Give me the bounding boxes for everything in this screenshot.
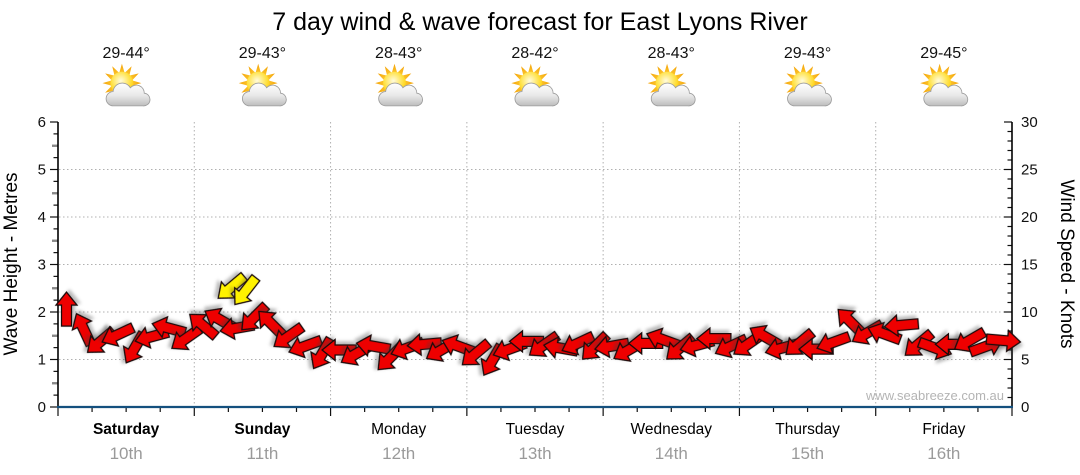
arrow-glyph bbox=[461, 338, 493, 366]
arrow-glyph bbox=[508, 329, 545, 354]
day-date-label: 16th bbox=[927, 444, 960, 463]
watermark: www.seabreeze.com.au bbox=[865, 388, 1004, 403]
temperature-label: 28-43° bbox=[375, 45, 422, 62]
right-tick-label: 30 bbox=[1021, 114, 1038, 131]
temperature-label: 29-44° bbox=[102, 45, 149, 62]
left-tick-label: 3 bbox=[38, 257, 46, 274]
arrow-glyph bbox=[985, 328, 1022, 353]
wind-arrow bbox=[151, 315, 188, 339]
wind-arrow-strong bbox=[233, 273, 261, 306]
wind-arrow bbox=[355, 333, 392, 358]
arrow-glyph bbox=[288, 334, 324, 359]
arrow-glyph bbox=[581, 330, 612, 360]
day-labels: Saturday 10th Sunday 11th Monday 12th Tuesday 1… bbox=[93, 421, 966, 463]
wind-arrow bbox=[816, 331, 852, 355]
arrow-glyph bbox=[883, 313, 920, 338]
arrow-glyph bbox=[241, 301, 271, 331]
wind-arrow bbox=[695, 326, 732, 351]
left-tick-label: 1 bbox=[38, 352, 46, 369]
wind-arrow bbox=[288, 334, 324, 359]
day-date-label: 15th bbox=[791, 444, 824, 463]
temperature-label: 29-43° bbox=[239, 45, 286, 62]
day-name-label: Wednesday bbox=[630, 421, 712, 438]
left-tick-label: 2 bbox=[38, 304, 46, 321]
arrow-glyph bbox=[233, 273, 261, 306]
axis-labels: 0 1 2 3 4 5 6 0 5 10 15 20 25 30 bbox=[38, 114, 1038, 416]
daily-temps-and-icons: 29-44° 29-43° 28-43° 28-42° 28-43° 29-43° 29-4… bbox=[102, 45, 969, 107]
wind-arrow bbox=[321, 338, 357, 362]
wind-arrow bbox=[985, 328, 1022, 353]
wind-arrows bbox=[54, 271, 1022, 377]
sun-cloud-icon bbox=[647, 63, 696, 107]
chart-title: 7 day wind & wave forecast for East Lyon… bbox=[272, 8, 807, 36]
sun-cloud-icon bbox=[919, 63, 969, 107]
left-tick-label: 0 bbox=[38, 399, 46, 416]
arrow-glyph bbox=[151, 315, 188, 339]
arrow-glyph bbox=[593, 335, 631, 359]
left-axis-title: Wave Height - Metres bbox=[1, 172, 22, 355]
right-tick-label: 20 bbox=[1021, 209, 1038, 226]
wind-arrow bbox=[241, 301, 271, 331]
wind-arrow bbox=[561, 330, 596, 356]
day-date-label: 13th bbox=[518, 444, 551, 463]
left-tick-label: 4 bbox=[38, 209, 46, 226]
arrow-glyph bbox=[816, 331, 852, 355]
left-tick-label: 5 bbox=[38, 162, 46, 179]
day-name-label: Friday bbox=[922, 421, 965, 438]
left-tick-label: 6 bbox=[38, 114, 46, 131]
day-name-label: Saturday bbox=[93, 421, 160, 438]
wind-arrow bbox=[883, 313, 920, 338]
arrow-glyph bbox=[273, 321, 306, 349]
wind-arrow bbox=[593, 335, 631, 359]
day-name-label: Sunday bbox=[234, 421, 290, 438]
temperature-label: 28-43° bbox=[648, 45, 695, 62]
day-name-label: Monday bbox=[371, 421, 426, 438]
wind-arrow bbox=[273, 321, 306, 349]
temperature-label: 29-43° bbox=[784, 45, 831, 62]
sun-cloud-icon bbox=[102, 63, 151, 107]
arrow-glyph bbox=[54, 291, 79, 327]
right-tick-label: 25 bbox=[1021, 162, 1038, 179]
right-tick-label: 15 bbox=[1021, 257, 1038, 274]
wind-arrow bbox=[101, 322, 136, 347]
arrow-glyph bbox=[561, 330, 596, 356]
arrow-glyph bbox=[217, 271, 249, 299]
day-date-label: 14th bbox=[655, 444, 688, 463]
sun-cloud-icon bbox=[374, 63, 424, 107]
wind-arrow bbox=[188, 313, 220, 341]
wind-arrow bbox=[406, 332, 443, 357]
day-name-label: Tuesday bbox=[506, 421, 565, 438]
sun-cloud-icon bbox=[510, 63, 560, 107]
arrow-glyph bbox=[101, 322, 136, 347]
wind-arrow bbox=[461, 338, 493, 366]
arrow-glyph bbox=[355, 333, 392, 358]
sun-cloud-icon bbox=[238, 63, 287, 107]
gridlines bbox=[59, 122, 1011, 406]
wind-arrow bbox=[54, 291, 79, 327]
right-tick-label: 10 bbox=[1021, 304, 1038, 321]
wind-arrow bbox=[508, 329, 545, 354]
temperature-label: 28-42° bbox=[511, 45, 558, 62]
right-tick-label: 0 bbox=[1021, 399, 1029, 416]
day-date-label: 10th bbox=[110, 444, 143, 463]
wind-arrow-strong bbox=[217, 271, 249, 299]
arrow-glyph bbox=[321, 338, 357, 362]
sun-cloud-icon bbox=[783, 63, 832, 107]
right-tick-label: 5 bbox=[1021, 352, 1029, 369]
day-date-label: 11th bbox=[247, 444, 279, 463]
arrow-glyph bbox=[695, 326, 732, 351]
temperature-label: 29-45° bbox=[920, 45, 967, 62]
wind-arrow bbox=[581, 330, 612, 360]
day-date-label: 12th bbox=[382, 444, 415, 463]
arrow-glyph bbox=[406, 332, 443, 357]
right-axis-title: Wind Speed - Knots bbox=[1056, 180, 1077, 349]
day-name-label: Thursday bbox=[775, 421, 840, 438]
arrow-glyph bbox=[188, 313, 220, 341]
